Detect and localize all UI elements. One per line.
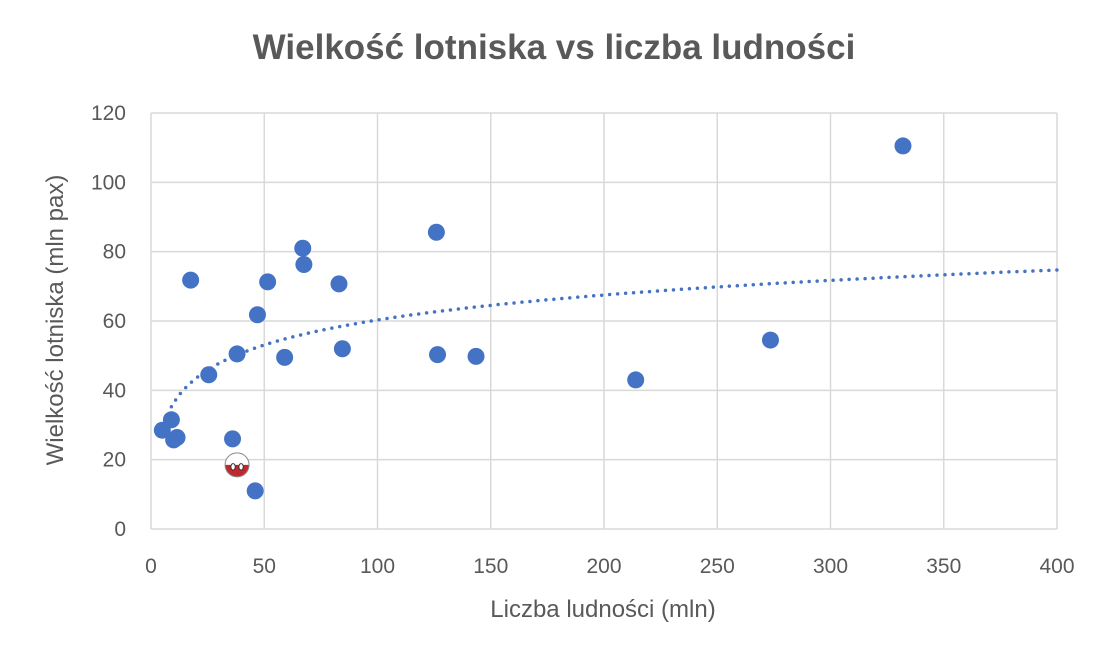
data-point bbox=[894, 137, 912, 155]
data-point bbox=[295, 255, 313, 273]
data-point bbox=[182, 271, 200, 289]
data-point bbox=[330, 275, 348, 293]
data-point bbox=[228, 345, 246, 363]
x-tick-label: 100 bbox=[360, 555, 395, 578]
highlight-point bbox=[224, 452, 250, 478]
x-axis-title: Liczba ludności (mln) bbox=[490, 596, 715, 623]
y-tick-label: 60 bbox=[103, 310, 126, 333]
data-point bbox=[200, 366, 218, 384]
y-axis-title: Wielkość lotniska (mln pax) bbox=[42, 175, 69, 466]
grid-lines bbox=[150, 112, 1058, 530]
x-tick-label: 50 bbox=[253, 555, 276, 578]
data-point bbox=[162, 411, 180, 429]
y-tick-label: 120 bbox=[91, 102, 126, 125]
x-tick-label: 350 bbox=[926, 555, 961, 578]
x-tick-label: 0 bbox=[145, 555, 157, 578]
data-point bbox=[224, 430, 242, 448]
y-tick-label: 100 bbox=[91, 171, 126, 194]
data-point bbox=[168, 428, 186, 446]
data-point bbox=[259, 273, 277, 291]
data-point bbox=[467, 347, 485, 365]
data-points bbox=[153, 137, 912, 500]
y-tick-label: 0 bbox=[114, 518, 126, 541]
data-point bbox=[429, 346, 447, 364]
x-tick-label: 150 bbox=[473, 555, 508, 578]
y-tick-label: 40 bbox=[103, 379, 126, 402]
data-point bbox=[294, 239, 312, 257]
data-point bbox=[627, 371, 645, 389]
data-point bbox=[427, 223, 445, 241]
poland-flag-ball-icon bbox=[224, 452, 250, 478]
y-tick-label: 80 bbox=[103, 241, 126, 264]
trendline-path bbox=[169, 268, 1059, 409]
chart-title: Wielkość lotniska vs liczba ludności bbox=[252, 28, 856, 67]
x-tick-label: 300 bbox=[813, 555, 848, 578]
y-tick-label: 20 bbox=[103, 449, 126, 472]
x-tick-label: 250 bbox=[700, 555, 735, 578]
x-tick-label: 200 bbox=[586, 555, 621, 578]
data-point bbox=[248, 306, 266, 324]
tick-labels: 0 20 40 60 80 100 120 0 50 100 150 200 250 300 350 400 bbox=[91, 102, 1075, 578]
data-point bbox=[333, 340, 351, 358]
data-point bbox=[276, 348, 294, 366]
x-tick-label: 400 bbox=[1039, 555, 1074, 578]
trendline bbox=[169, 268, 1059, 409]
data-point bbox=[246, 482, 264, 500]
data-point bbox=[761, 331, 779, 349]
